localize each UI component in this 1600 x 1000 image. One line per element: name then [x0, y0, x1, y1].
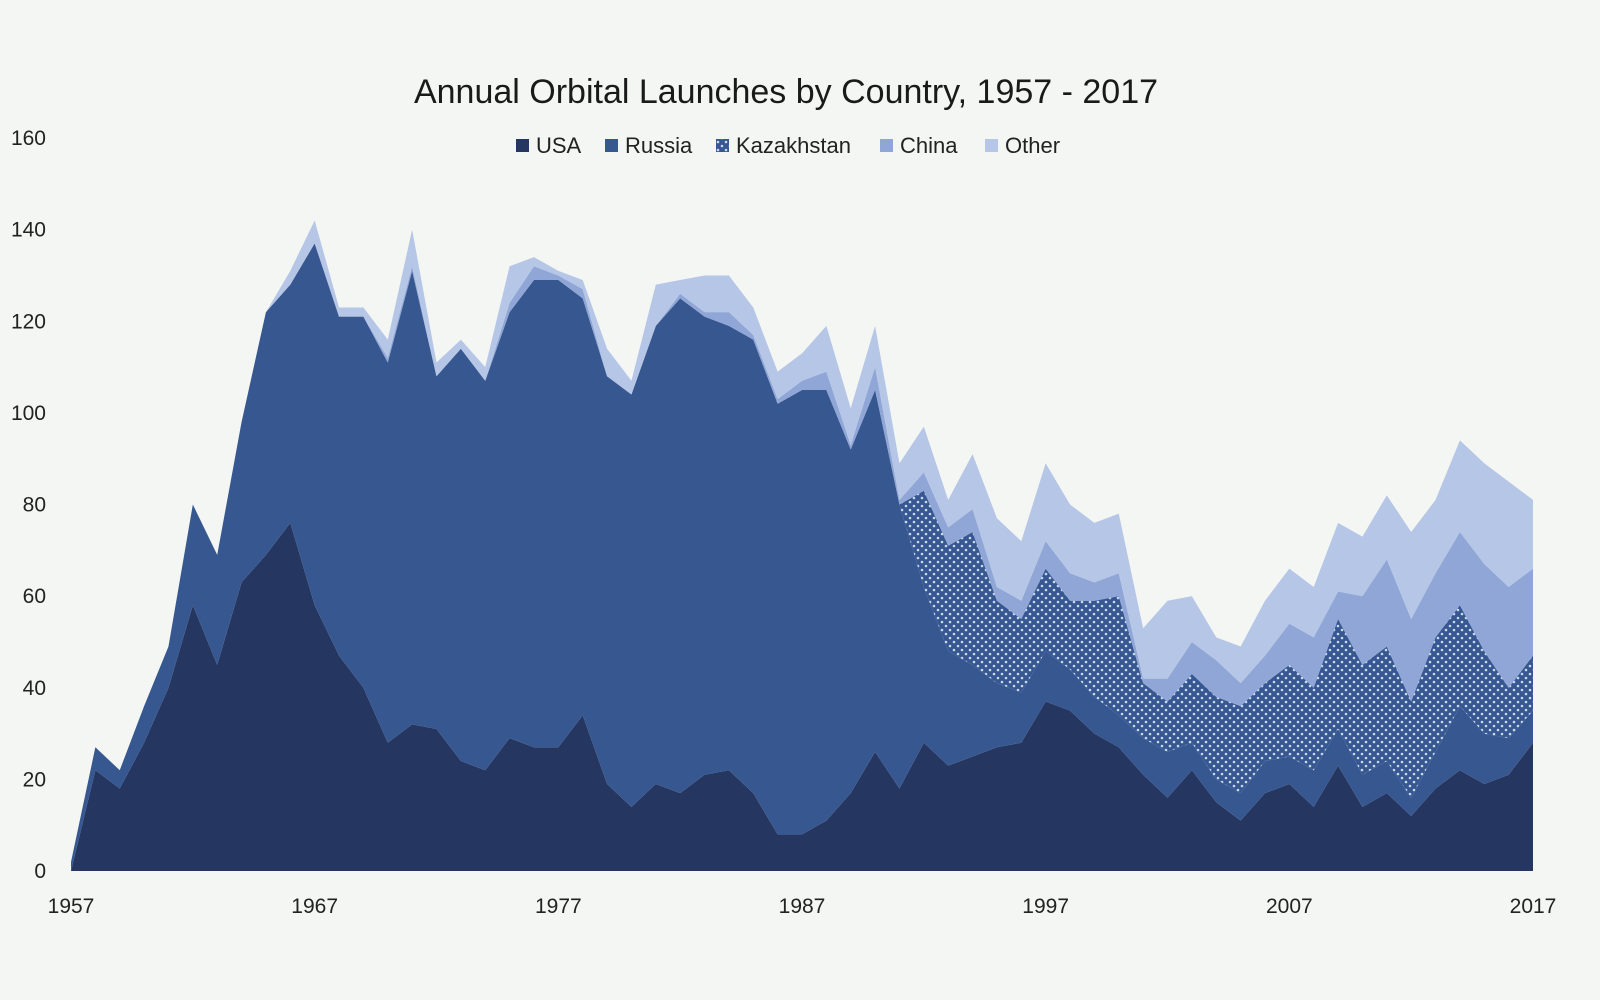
x-tick-label: 1987 — [779, 895, 826, 918]
x-tick-label: 1997 — [1022, 895, 1069, 918]
y-tick-label: 0 — [34, 860, 46, 883]
plot-area — [71, 220, 1533, 871]
y-tick-label: 40 — [23, 677, 46, 700]
y-tick-label: 100 — [11, 402, 46, 425]
area-russia — [71, 243, 1533, 871]
legend-label-other: Other — [1005, 133, 1060, 158]
chart-title: Annual Orbital Launches by Country, 1957… — [414, 73, 1158, 111]
legend-label-russia: Russia — [625, 133, 693, 158]
y-tick-label: 20 — [23, 768, 46, 791]
y-tick-label: 60 — [23, 585, 46, 608]
legend-swatch-other — [985, 139, 998, 152]
y-tick-label: 140 — [11, 219, 46, 242]
y-tick-label: 160 — [11, 127, 46, 150]
area-usa — [71, 522, 1533, 871]
x-tick-label: 1957 — [48, 895, 95, 918]
legend-label-kazakhstan: Kazakhstan — [736, 133, 851, 158]
legend-swatch-usa — [516, 139, 529, 152]
x-tick-label: 1977 — [535, 895, 582, 918]
y-axis: 0 20 40 60 80 100 120 140 160 — [11, 127, 46, 883]
x-axis: 1957 1967 1977 1987 1997 2007 2017 — [48, 895, 1557, 918]
area-kazakhstan — [71, 243, 1533, 862]
legend-label-china: China — [900, 133, 958, 158]
x-tick-label: 2017 — [1510, 895, 1557, 918]
legend-swatch-kazakhstan — [716, 139, 729, 152]
legend-label-usa: USA — [536, 133, 582, 158]
x-tick-label: 2007 — [1266, 895, 1313, 918]
legend-swatch-china — [880, 139, 893, 152]
y-tick-label: 80 — [23, 494, 46, 517]
legend: USA Russia Kazakhstan China Other — [516, 133, 1060, 158]
legend-swatch-russia — [605, 139, 618, 152]
y-tick-label: 120 — [11, 310, 46, 333]
x-tick-label: 1967 — [291, 895, 338, 918]
